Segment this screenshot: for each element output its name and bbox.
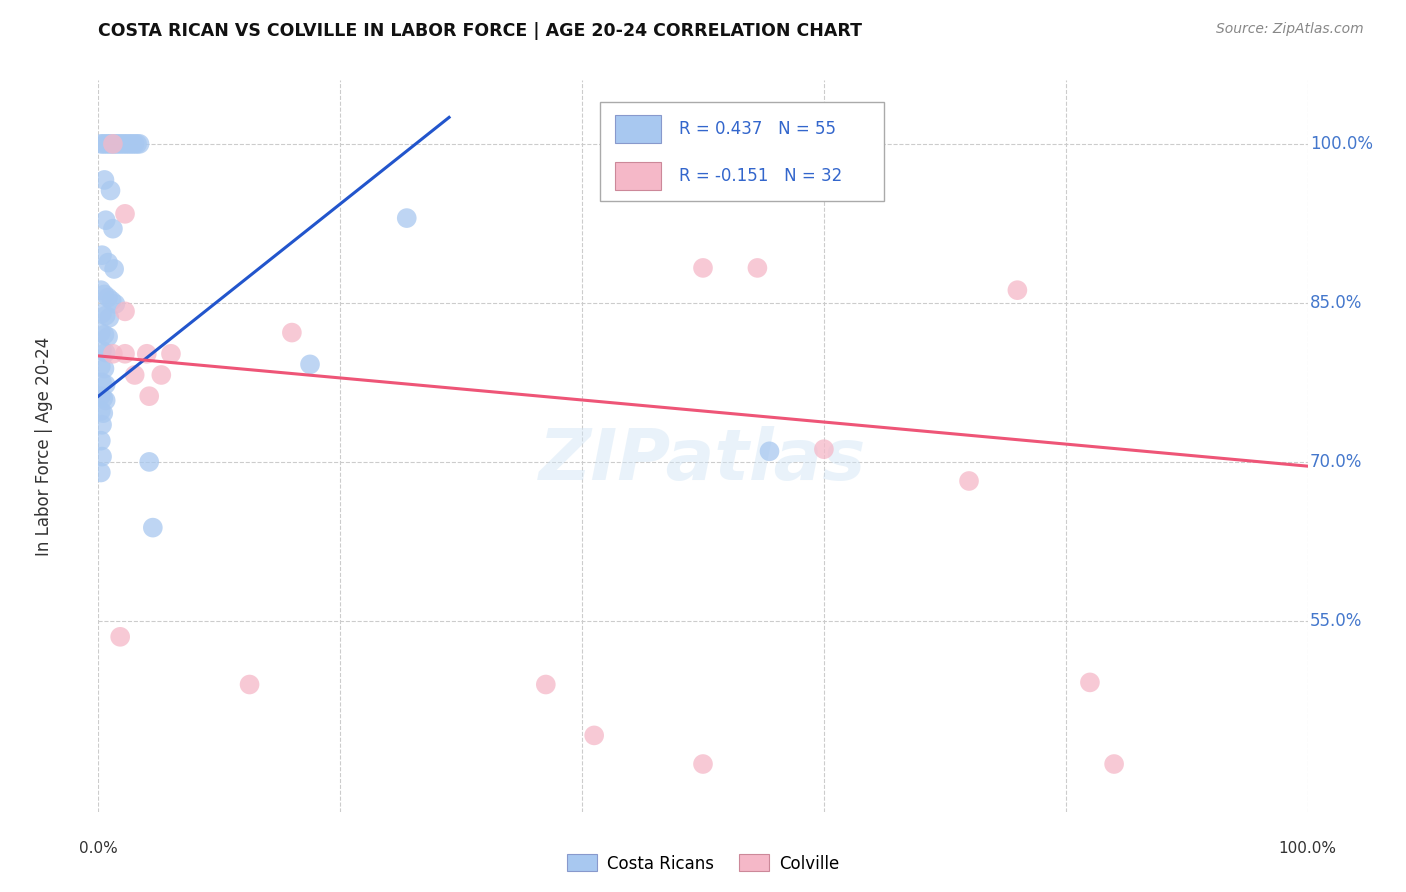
Point: [692, 260, 714, 275]
Text: In Labor Force | Age 20-24: In Labor Force | Age 20-24: [35, 336, 53, 556]
Text: COSTA RICAN VS COLVILLE IN LABOR FORCE | AGE 20-24 CORRELATION CHART: COSTA RICAN VS COLVILLE IN LABOR FORCE |…: [98, 22, 862, 40]
Point: [97, 330, 120, 344]
Text: 100.0%: 100.0%: [1310, 135, 1374, 153]
Point: [104, 136, 127, 151]
Point: [747, 260, 769, 275]
Point: [94, 377, 117, 392]
Point: [90, 326, 112, 340]
Point: [98, 310, 121, 325]
FancyBboxPatch shape: [614, 115, 661, 144]
Point: [108, 630, 131, 644]
Text: 55.0%: 55.0%: [1310, 612, 1362, 630]
Point: [135, 347, 157, 361]
Point: [93, 361, 115, 376]
Point: [90, 136, 112, 151]
Point: [142, 521, 165, 535]
Point: [91, 450, 114, 464]
Point: [93, 327, 115, 342]
Point: [91, 406, 114, 420]
Point: [138, 389, 160, 403]
Point: [239, 677, 262, 691]
Point: [90, 434, 112, 448]
Point: [103, 262, 125, 277]
Point: [101, 221, 124, 235]
Point: [128, 136, 150, 151]
Point: [91, 343, 114, 358]
Point: [90, 466, 112, 480]
Point: [114, 136, 136, 151]
Point: [534, 677, 557, 691]
Point: [1102, 757, 1125, 772]
Point: [124, 136, 146, 151]
Point: [395, 211, 418, 225]
Point: [91, 248, 114, 262]
Point: [692, 757, 714, 772]
Point: [281, 326, 304, 340]
Point: [94, 309, 117, 323]
Point: [90, 283, 112, 297]
Point: [91, 136, 114, 151]
Point: [758, 444, 780, 458]
FancyBboxPatch shape: [614, 162, 661, 190]
Point: [111, 136, 134, 151]
Point: [121, 136, 143, 151]
Point: [813, 442, 835, 457]
Point: [150, 368, 173, 382]
Point: [91, 306, 114, 320]
Point: [90, 404, 112, 418]
Point: [100, 293, 122, 308]
Point: [114, 207, 136, 221]
Point: [93, 287, 115, 301]
Text: Source: ZipAtlas.com: Source: ZipAtlas.com: [1216, 22, 1364, 37]
Point: [101, 347, 124, 361]
Point: [100, 184, 122, 198]
Point: [93, 173, 115, 187]
Point: [104, 297, 127, 311]
Point: [114, 347, 136, 361]
Point: [860, 147, 883, 161]
Point: [97, 255, 120, 269]
Point: [108, 136, 131, 151]
Point: [114, 304, 136, 318]
Text: R = 0.437   N = 55: R = 0.437 N = 55: [679, 120, 835, 138]
Point: [1078, 675, 1101, 690]
Text: 0.0%: 0.0%: [79, 841, 118, 856]
Point: [160, 347, 183, 361]
Text: ZIPatlas: ZIPatlas: [540, 426, 866, 495]
Point: [94, 213, 117, 227]
Point: [94, 136, 117, 151]
Point: [101, 136, 124, 151]
Point: [94, 393, 117, 408]
Point: [101, 136, 124, 151]
Point: [138, 455, 160, 469]
Point: [118, 136, 141, 151]
Point: [90, 359, 112, 374]
Point: [127, 136, 149, 151]
Text: R = -0.151   N = 32: R = -0.151 N = 32: [679, 167, 842, 186]
Point: [100, 136, 122, 151]
Text: 70.0%: 70.0%: [1310, 453, 1362, 471]
Point: [97, 136, 120, 151]
Point: [94, 345, 117, 359]
Point: [117, 136, 139, 151]
Point: [124, 368, 146, 382]
Legend: Costa Ricans, Colville: Costa Ricans, Colville: [560, 847, 846, 880]
Point: [91, 417, 114, 432]
Text: 100.0%: 100.0%: [1278, 841, 1337, 856]
FancyBboxPatch shape: [600, 103, 884, 201]
Point: [1007, 283, 1029, 297]
Point: [957, 474, 980, 488]
Point: [583, 728, 606, 742]
Point: [107, 136, 129, 151]
Text: 85.0%: 85.0%: [1310, 293, 1362, 312]
Point: [90, 389, 112, 403]
Point: [91, 392, 114, 406]
Point: [91, 376, 114, 390]
Point: [298, 357, 321, 371]
Point: [97, 291, 120, 305]
